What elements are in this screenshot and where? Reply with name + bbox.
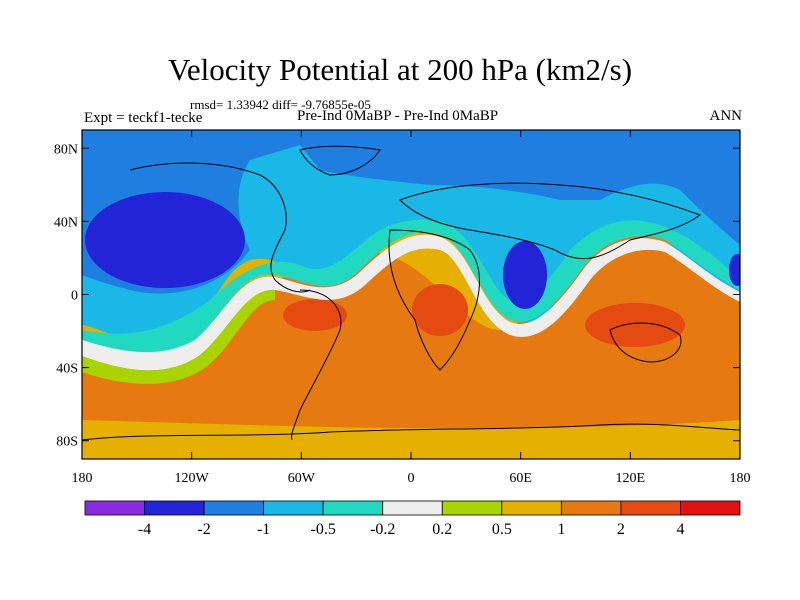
coastlines (82, 145, 740, 441)
colorbar-swatch (560, 500, 622, 516)
lat-tick-label: 0 (71, 289, 78, 304)
colorbar-label: -1 (257, 521, 270, 538)
lon-tick-label: 60W (288, 471, 316, 486)
colorbar-swatch (203, 500, 265, 516)
comparison-label: Pre-Ind 0MaBP - Pre-Ind 0MaBP (297, 108, 499, 124)
lon-tick-label: 180 (730, 471, 751, 486)
stats-line: rmsd= 1.33942 diff= -9.76855e-05 (190, 97, 371, 112)
lon-tick-label: 120E (616, 471, 646, 486)
longitude-axis: 180 120W 60W 0 60E 120E 180 (72, 130, 751, 486)
colorbar-swatch (501, 500, 562, 516)
core-indian-ocean (503, 241, 547, 309)
latitude-axis: 80N 40N 0 40S 80S (54, 142, 740, 450)
contour-field (82, 130, 740, 459)
colorbar-label: 2 (617, 521, 625, 538)
colorbar-label: 1 (557, 521, 565, 538)
lat-tick-label: 40S (56, 362, 78, 377)
coast-australia (609, 322, 682, 363)
map-title: Velocity Potential at 200 hPa (km2/s) (167, 52, 633, 87)
coast-antarctica (82, 423, 740, 441)
colorbar-label: 0.2 (432, 521, 452, 538)
colorbar-swatch (382, 500, 443, 516)
core-east-edge (729, 254, 740, 286)
lat-tick-label: 40N (54, 215, 78, 230)
lon-tick-label: 120W (175, 471, 210, 486)
colorbar-label: -0.5 (311, 521, 336, 538)
colorbar-label: 4 (676, 521, 684, 538)
colorbar-label: 0.5 (492, 521, 512, 538)
coast-south-america (291, 289, 342, 441)
colorbar-label: -4 (138, 521, 151, 538)
coast-eurasia (399, 182, 702, 260)
core-south-america (283, 299, 347, 331)
lat-tick-label: 80N (54, 142, 78, 157)
season-label: ANN (709, 108, 743, 124)
colorbar-label: -2 (197, 521, 210, 538)
lime-band (82, 289, 275, 384)
lon-tick-label: 0 (408, 471, 415, 486)
zero-ribbon (82, 234, 740, 371)
core-maritime (585, 303, 685, 347)
colorbar-swatch (680, 500, 741, 516)
colorbar-swatch (441, 500, 503, 516)
colorbar-swatch (263, 500, 324, 516)
lon-tick-label: 180 (72, 471, 93, 486)
colorbar-label: -0.2 (370, 521, 395, 538)
core-africa (412, 284, 468, 336)
negative-deep-region (82, 130, 740, 294)
core-north-pacific (85, 192, 245, 288)
coast-north-america (129, 162, 311, 293)
colorbar: -4 -2 -1 -0.5 -0.2 0.2 0.5 1 2 4 (84, 500, 741, 538)
cyan-transition (82, 219, 740, 356)
colorbar-swatch (322, 500, 384, 516)
coast-greenland (299, 145, 381, 176)
lat-tick-label: 80S (56, 435, 78, 450)
colorbar-swatch (144, 500, 205, 516)
lon-tick-label: 60E (509, 471, 532, 486)
colorbar-swatch (84, 500, 145, 516)
colorbar-swatch (620, 500, 681, 516)
experiment-label: Expt = teckf1-tecke (84, 110, 203, 126)
coast-africa (388, 229, 480, 371)
